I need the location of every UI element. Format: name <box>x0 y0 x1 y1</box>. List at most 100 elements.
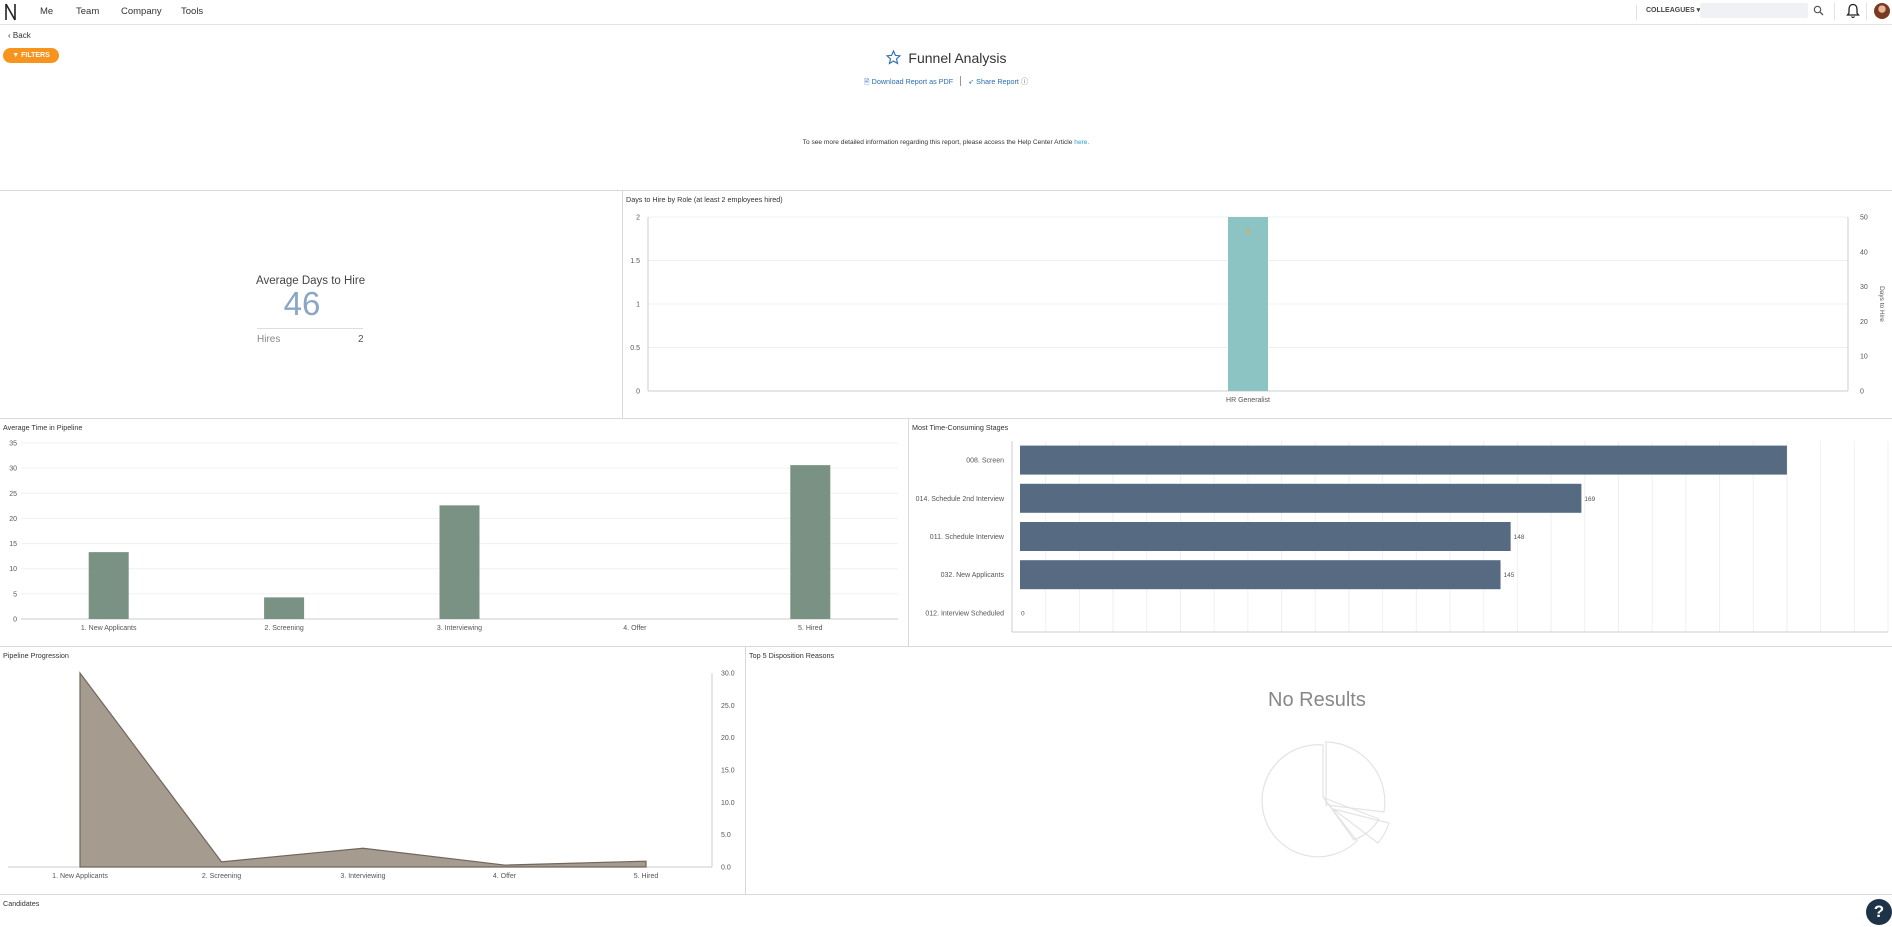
days-to-hire-panel: Days to Hire by Role (at least 2 employe… <box>622 190 1892 418</box>
area-series <box>79 671 647 868</box>
y2-axis-label: Days to Hire <box>1878 286 1885 322</box>
x-tick-label: 2. Screening <box>202 873 241 880</box>
company-logo-icon[interactable] <box>4 2 18 22</box>
share-report-label: Share Report <box>976 77 1019 86</box>
x-tick-label: 4. Offer <box>623 625 647 632</box>
x-tick-label: 3. Interviewing <box>340 873 385 880</box>
nav-item-me[interactable]: Me <box>40 6 54 17</box>
search-icon[interactable] <box>1813 5 1824 16</box>
y2-tick-label: 0 <box>1860 389 1864 396</box>
x-tick-label: 1. New Applicants <box>52 873 108 880</box>
y-tick-label: 2 <box>636 215 640 222</box>
y-tick-label: 011. Schedule Interview <box>930 534 1005 541</box>
y-tick-label: 012. Interview Scheduled <box>925 610 1004 617</box>
link-divider <box>960 76 962 86</box>
document-icon: 🗎 <box>863 77 870 86</box>
nav-item-team[interactable]: Team <box>76 6 100 17</box>
y-tick-label: 5 <box>13 591 17 598</box>
share-icon: ➶ <box>968 77 975 86</box>
y-tick-label: 014. Schedule 2nd Interview <box>916 496 1005 503</box>
bar <box>1020 445 1787 475</box>
y-tick-label: 15.0 <box>721 768 735 775</box>
stages-panel: Most Time-Consuming Stages <box>908 418 1892 646</box>
info-icon[interactable]: ⓘ <box>1020 77 1029 86</box>
notification-bell-icon[interactable] <box>1846 3 1860 19</box>
x-tick-label: 5. Hired <box>798 625 823 632</box>
hires-value: 2 <box>358 334 364 345</box>
colleagues-label: COLLEAGUES <box>1646 7 1695 14</box>
colleagues-dropdown[interactable]: COLLEAGUES ▾ <box>1636 5 1706 20</box>
search-input[interactable] <box>1700 3 1808 18</box>
candidates-panel: Candidates <box>0 894 1892 927</box>
progression-chart: 0.0 5.0 10.0 15.0 20.0 25.0 30.0 1. New Applica… <box>8 671 735 880</box>
kpi-divider <box>257 328 363 329</box>
y-tick-label: 10 <box>9 566 17 573</box>
y-tick-label: 30 <box>9 466 17 473</box>
bar <box>1228 217 1268 391</box>
y-tick-label: 1.5 <box>630 258 640 265</box>
disposition-panel: Top 5 Disposition Reasons <box>745 646 1892 894</box>
y-tick-label: 10.0 <box>721 800 735 807</box>
x-tick-label: HR Generalist <box>1226 397 1270 404</box>
y-tick-label: 0 <box>636 389 640 396</box>
nav-item-tools[interactable]: Tools <box>181 6 204 17</box>
kpi-panel <box>0 190 622 418</box>
y-tick-label: 0.5 <box>630 345 640 352</box>
favorite-star-icon[interactable] <box>885 50 901 65</box>
user-avatar[interactable] <box>1874 3 1890 19</box>
y2-tick-label: 40 <box>1860 249 1868 256</box>
y-tick-label: 35 <box>9 441 17 448</box>
top-nav: Me Team Company Tools COLLEAGUES ▾ <box>0 0 1892 25</box>
bar <box>1020 560 1501 590</box>
panel-title: Most Time-Consuming Stages <box>912 423 1009 432</box>
back-link[interactable]: ‹ Back <box>8 31 31 40</box>
empty-pie-icon <box>1261 741 1390 858</box>
download-pdf-label: Download Report as PDF <box>871 77 954 86</box>
bar <box>88 552 129 619</box>
x-tick-label: 5. Hired <box>634 873 659 880</box>
report-actions: 🗎 Download Report as PDF ➶ Share Report … <box>0 76 1892 89</box>
panel-title: Top 5 Disposition Reasons <box>749 651 835 660</box>
y-tick-label: 20 <box>9 516 17 523</box>
y-tick-label: 1 <box>636 302 640 309</box>
x-tick-label: 2. Screening <box>264 625 303 632</box>
filters-button[interactable]: ▼ FILTERS <box>3 48 59 63</box>
y2-tick-label: 20 <box>1860 319 1868 326</box>
help-text: To see more detailed information regardi… <box>802 139 1073 146</box>
bar <box>1020 522 1511 551</box>
data-label: 169 <box>1584 496 1595 503</box>
y2-tick-label: 10 <box>1860 354 1868 361</box>
nav-divider <box>1866 3 1867 20</box>
help-center-link[interactable]: here. <box>1074 139 1090 146</box>
x-tick-label: 3. Interviewing <box>437 625 482 632</box>
panel-title: Days to Hire by Role (at least 2 employe… <box>626 195 783 204</box>
help-button[interactable]: ? <box>1866 899 1892 925</box>
x-tick-label: 4. Offer <box>493 873 517 880</box>
download-pdf-link[interactable]: 🗎 Download Report as PDF <box>864 77 955 86</box>
nav-item-company[interactable]: Company <box>121 6 162 17</box>
bar <box>264 597 305 619</box>
share-report-link[interactable]: ➶ Share Report ⓘ <box>968 77 1028 86</box>
data-label: 145 <box>1504 572 1515 579</box>
y-tick-label: 30.0 <box>721 671 735 678</box>
y-tick-label: 0.0 <box>721 865 731 872</box>
avg-time-chart: 0 5 10 15 20 25 30 35 1. New Applicants 2. Screen… <box>9 441 898 632</box>
x-tick-label: 1. New Applicants <box>81 625 137 632</box>
kpi-title: Average Days to Hire <box>256 275 366 287</box>
avg-marker: ★ <box>1244 226 1251 235</box>
hires-label: Hires <box>257 334 281 345</box>
y-tick-label: 0 <box>13 617 17 624</box>
kpi-value: 46 <box>283 285 321 322</box>
y-tick-label: 25.0 <box>721 703 735 710</box>
caret-down-icon: ▾ <box>1696 7 1701 14</box>
progression-panel: Pipeline Progression <box>0 646 745 894</box>
data-label: 148 <box>1514 534 1525 541</box>
y-tick-label: 20.0 <box>721 735 735 742</box>
y2-tick-label: 30 <box>1860 284 1868 291</box>
page-title: Funnel Analysis <box>908 50 1007 66</box>
data-label: 0 <box>1021 610 1025 617</box>
y-tick-label: 008. Screen <box>966 458 1004 465</box>
nav-divider <box>1834 3 1835 20</box>
avg-time-panel: Average Time in Pipeline <box>0 418 908 646</box>
